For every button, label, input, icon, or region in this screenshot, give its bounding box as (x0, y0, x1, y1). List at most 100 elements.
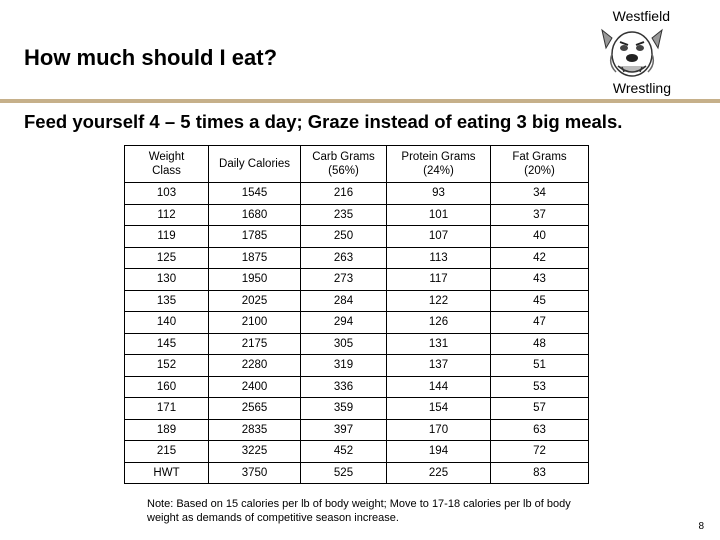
fat-grams-cell: 48 (490, 332, 589, 355)
protein-grams-cell: 122 (386, 289, 491, 312)
carb-grams-cell: 359 (300, 397, 387, 420)
table-row: HWT 3750 525 225 83 (124, 461, 589, 484)
fat-grams-cell: 43 (490, 268, 589, 291)
col-header-protein-grams: Protein Grams (24%) (386, 145, 491, 183)
fat-grams-cell: 34 (490, 182, 589, 205)
header-line: Class (152, 165, 181, 177)
carb-grams-cell: 294 (300, 311, 387, 334)
header-line: Carb Grams (312, 151, 375, 163)
fat-grams-cell: 53 (490, 375, 589, 398)
table-row: 135 2025 284 122 45 (124, 289, 589, 312)
weight-class-cell: 112 (124, 203, 209, 226)
protein-grams-cell: 225 (386, 461, 491, 484)
table-row: 140 2100 294 126 47 (124, 311, 589, 334)
col-header-carb-grams: Carb Grams (56%) (300, 145, 387, 183)
header-line: Protein Grams (401, 151, 476, 163)
fat-grams-cell: 40 (490, 225, 589, 248)
carb-grams-cell: 525 (300, 461, 387, 484)
header-line: (24%) (423, 165, 454, 177)
carb-grams-cell: 273 (300, 268, 387, 291)
weight-class-cell: 171 (124, 397, 209, 420)
col-header-fat-grams: Fat Grams (20%) (490, 145, 589, 183)
table-row: 112 1680 235 101 37 (124, 203, 589, 226)
daily-calories-cell: 2100 (208, 311, 301, 334)
page-number: 8 (698, 521, 704, 532)
fat-grams-cell: 72 (490, 440, 589, 463)
bulldog-mascot-logo (601, 28, 663, 77)
daily-calories-cell: 1680 (208, 203, 301, 226)
weight-class-cell: 145 (124, 332, 209, 355)
table-header-row: Weight Class Daily Calories Carb Grams (… (124, 145, 589, 183)
header-line: Daily Calories (219, 158, 290, 170)
weight-class-cell: 215 (124, 440, 209, 463)
daily-calories-cell: 2175 (208, 332, 301, 355)
col-header-daily-calories: Daily Calories (208, 145, 301, 183)
carb-grams-cell: 452 (300, 440, 387, 463)
daily-calories-cell: 2565 (208, 397, 301, 420)
daily-calories-cell: 3750 (208, 461, 301, 484)
carb-grams-cell: 216 (300, 182, 387, 205)
school-name-bottom: Wrestling (612, 80, 671, 96)
weight-class-cell: 125 (124, 246, 209, 269)
protein-grams-cell: 126 (386, 311, 491, 334)
carb-grams-cell: 305 (300, 332, 387, 355)
carb-grams-cell: 284 (300, 289, 387, 312)
col-header-weight-class: Weight Class (124, 145, 209, 183)
daily-calories-cell: 1785 (208, 225, 301, 248)
table-row: 215 3225 452 194 72 (124, 440, 589, 463)
weight-class-cell: 189 (124, 418, 209, 441)
fat-grams-cell: 47 (490, 311, 589, 334)
header-line: (56%) (328, 165, 359, 177)
table-row: 152 2280 319 137 51 (124, 354, 589, 377)
school-name-top: Westfield (612, 8, 670, 24)
table-row: 130 1950 273 117 43 (124, 268, 589, 291)
header-line: Fat Grams (512, 151, 567, 163)
fat-grams-cell: 83 (490, 461, 589, 484)
table-row: 103 1545 216 93 34 (124, 182, 589, 205)
header-line: Weight (148, 151, 185, 163)
daily-calories-cell: 2280 (208, 354, 301, 377)
carb-grams-cell: 263 (300, 246, 387, 269)
table-row: 125 1875 263 113 42 (124, 246, 589, 269)
carb-grams-cell: 235 (300, 203, 387, 226)
protein-grams-cell: 101 (386, 203, 491, 226)
fat-grams-cell: 63 (490, 418, 589, 441)
daily-calories-cell: 2400 (208, 375, 301, 398)
protein-grams-cell: 117 (386, 268, 491, 291)
carb-grams-cell: 250 (300, 225, 387, 248)
nutrition-table: Weight Class Daily Calories Carb Grams (… (124, 145, 589, 484)
protein-grams-cell: 144 (386, 375, 491, 398)
table-row: 160 2400 336 144 53 (124, 375, 589, 398)
fat-grams-cell: 57 (490, 397, 589, 420)
daily-calories-cell: 2025 (208, 289, 301, 312)
title-divider (0, 99, 720, 103)
carb-grams-cell: 336 (300, 375, 387, 398)
daily-calories-cell: 2835 (208, 418, 301, 441)
weight-class-cell: 152 (124, 354, 209, 377)
table-row: 145 2175 305 131 48 (124, 332, 589, 355)
fat-grams-cell: 45 (490, 289, 589, 312)
table-row: 171 2565 359 154 57 (124, 397, 589, 420)
daily-calories-cell: 3225 (208, 440, 301, 463)
protein-grams-cell: 107 (386, 225, 491, 248)
fat-grams-cell: 37 (490, 203, 589, 226)
footnote: Note: Based on 15 calories per lb of bod… (147, 498, 571, 524)
fat-grams-cell: 51 (490, 354, 589, 377)
daily-calories-cell: 1950 (208, 268, 301, 291)
protein-grams-cell: 154 (386, 397, 491, 420)
protein-grams-cell: 131 (386, 332, 491, 355)
weight-class-cell: 135 (124, 289, 209, 312)
header-line: (20%) (524, 165, 555, 177)
protein-grams-cell: 137 (386, 354, 491, 377)
table-row: 189 2835 397 170 63 (124, 418, 589, 441)
carb-grams-cell: 397 (300, 418, 387, 441)
weight-class-cell: 103 (124, 182, 209, 205)
carb-grams-cell: 319 (300, 354, 387, 377)
weight-class-cell: 140 (124, 311, 209, 334)
table-row: 119 1785 250 107 40 (124, 225, 589, 248)
protein-grams-cell: 113 (386, 246, 491, 269)
page-title: How much should I eat? (24, 45, 278, 70)
weight-class-cell: 130 (124, 268, 209, 291)
weight-class-cell: 119 (124, 225, 209, 248)
fat-grams-cell: 42 (490, 246, 589, 269)
